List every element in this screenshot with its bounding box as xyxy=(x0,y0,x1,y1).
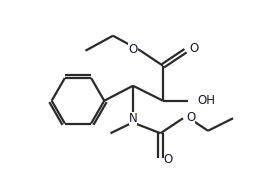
Text: O: O xyxy=(128,43,138,56)
Text: N: N xyxy=(129,112,137,125)
Text: O: O xyxy=(164,153,173,166)
Text: O: O xyxy=(186,111,195,124)
Text: OH: OH xyxy=(198,94,215,107)
Text: O: O xyxy=(189,42,198,55)
